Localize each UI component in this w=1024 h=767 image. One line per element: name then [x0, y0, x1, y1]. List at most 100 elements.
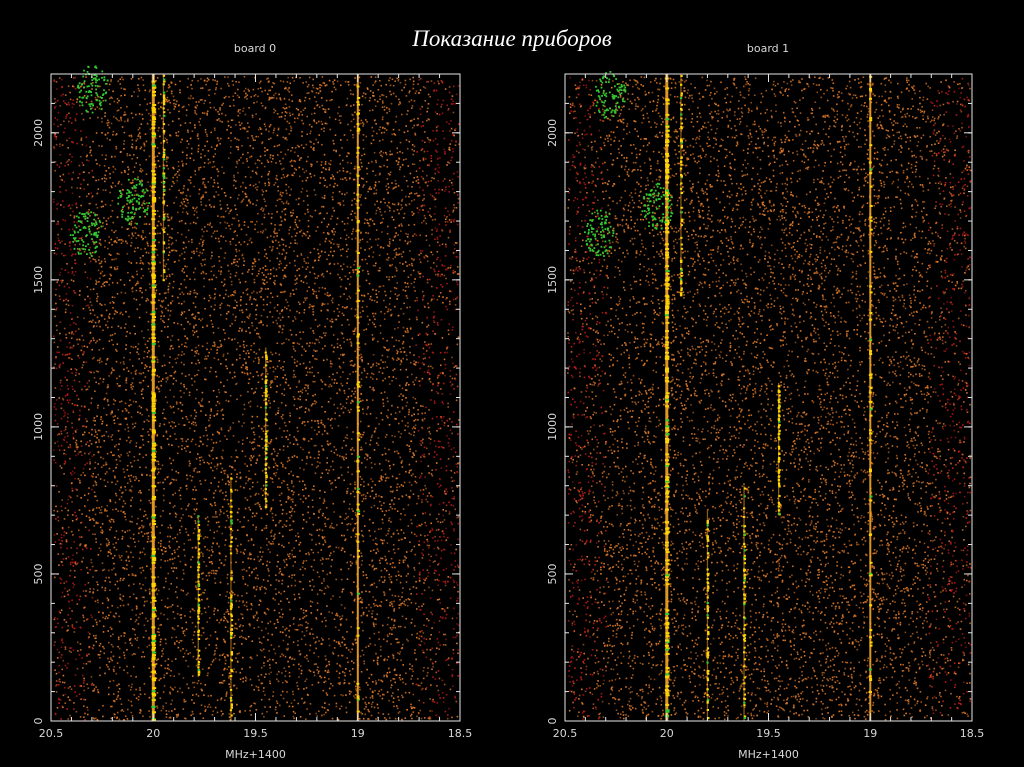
noise-dot — [195, 398, 197, 400]
noise-dot — [77, 668, 79, 670]
noise-dot — [350, 565, 352, 567]
noise-dot — [149, 224, 151, 226]
noise-dot — [446, 352, 448, 354]
noise-dot — [218, 546, 220, 548]
noise-dot — [71, 359, 73, 361]
noise-dot — [387, 124, 389, 126]
noise-dot — [355, 514, 357, 516]
noise-dot — [416, 461, 418, 463]
noise-dot — [126, 440, 128, 442]
noise-dot — [87, 211, 89, 213]
noise-dot — [420, 108, 422, 110]
noise-dot — [109, 520, 111, 522]
noise-dot — [91, 617, 93, 619]
noise-dot — [311, 464, 313, 466]
noise-dot — [453, 456, 455, 458]
noise-dot — [370, 367, 372, 369]
noise-dot — [379, 208, 381, 210]
noise-dot — [58, 491, 60, 493]
noise-dot — [169, 252, 171, 254]
noise-dot — [128, 316, 130, 318]
noise-dot — [200, 713, 202, 715]
noise-dot — [200, 157, 202, 159]
noise-dot — [126, 551, 128, 553]
noise-dot — [391, 264, 393, 266]
noise-dot — [370, 607, 372, 609]
noise-dot — [416, 593, 418, 595]
noise-dot — [287, 439, 289, 441]
noise-dot — [190, 98, 192, 100]
noise-dot — [62, 553, 64, 555]
noise-dot — [311, 566, 313, 568]
noise-dot — [246, 158, 248, 160]
noise-dot — [422, 378, 424, 380]
noise-dot — [324, 427, 326, 429]
noise-dot — [110, 635, 112, 637]
noise-dot — [221, 456, 223, 458]
noise-dot — [83, 705, 85, 707]
noise-dot — [225, 365, 227, 367]
noise-dot — [105, 587, 107, 589]
noise-dot — [435, 653, 437, 655]
noise-dot — [238, 81, 240, 83]
noise-dot — [69, 332, 71, 334]
noise-dot — [457, 194, 459, 196]
noise-dot — [249, 488, 251, 490]
noise-dot — [196, 503, 198, 505]
noise-dot — [316, 122, 318, 124]
noise-dot — [433, 262, 435, 264]
noise-dot — [97, 584, 99, 586]
noise-dot — [276, 385, 278, 387]
noise-dot — [211, 206, 213, 208]
noise-dot — [248, 402, 250, 404]
noise-dot — [105, 363, 107, 365]
noise-dot — [163, 495, 165, 497]
noise-dot — [103, 648, 105, 650]
noise-dot — [255, 527, 257, 529]
noise-dot — [109, 317, 111, 319]
noise-dot — [247, 271, 249, 273]
noise-dot — [146, 223, 148, 225]
noise-dot — [422, 439, 424, 441]
noise-dot — [433, 178, 435, 180]
noise-dot — [448, 334, 450, 336]
noise-dot — [219, 403, 221, 405]
noise-dot — [340, 403, 342, 405]
noise-dot — [295, 279, 297, 281]
noise-dot — [126, 331, 128, 333]
noise-dot — [262, 356, 264, 358]
noise-dot — [144, 693, 146, 695]
noise-dot — [64, 165, 66, 167]
noise-dot — [303, 703, 305, 705]
noise-dot — [381, 469, 383, 471]
noise-dot — [76, 187, 78, 189]
noise-dot — [409, 193, 411, 195]
noise-dot — [402, 644, 404, 646]
noise-dot — [192, 489, 194, 491]
noise-dot — [447, 211, 449, 213]
noise-dot — [120, 598, 122, 600]
noise-dot — [345, 407, 347, 409]
noise-dot — [87, 389, 89, 391]
noise-dot — [213, 654, 215, 656]
noise-dot — [302, 389, 304, 391]
noise-dot — [243, 487, 245, 489]
noise-dot — [108, 436, 110, 438]
noise-dot — [333, 143, 335, 145]
noise-dot — [443, 416, 445, 418]
noise-dot — [120, 78, 122, 80]
noise-dot — [263, 309, 265, 311]
noise-dot — [331, 379, 333, 381]
noise-dot — [451, 357, 453, 359]
noise-dot — [81, 536, 83, 538]
noise-dot — [142, 79, 144, 81]
noise-dot — [272, 296, 274, 298]
noise-dot — [91, 489, 93, 491]
noise-dot — [180, 283, 182, 285]
noise-dot — [120, 95, 122, 97]
noise-dot — [184, 701, 186, 703]
noise-dot — [400, 209, 402, 211]
noise-dot — [102, 716, 104, 718]
noise-dot — [58, 446, 60, 448]
noise-dot — [78, 177, 80, 179]
